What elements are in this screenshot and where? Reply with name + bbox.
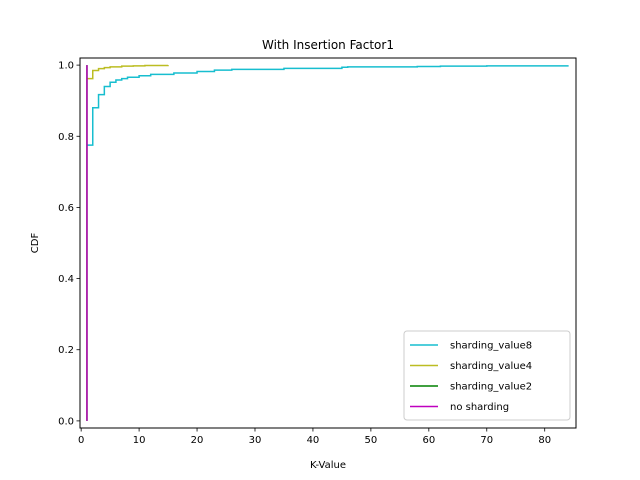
y-tick-label: 0.6 bbox=[58, 203, 74, 214]
plot-area-frame bbox=[79, 57, 577, 429]
legend-label-3: no sharding bbox=[450, 402, 509, 413]
y-axis-label: CDF bbox=[30, 233, 41, 254]
y-tick-label: 0.2 bbox=[58, 345, 74, 356]
x-tick-label: 40 bbox=[307, 435, 320, 446]
x-tick-label: 30 bbox=[249, 435, 262, 446]
x-tick-label: 10 bbox=[133, 435, 146, 446]
x-tick-label: 60 bbox=[422, 435, 435, 446]
legend: sharding_value8 sharding_value4 sharding_v… bbox=[403, 330, 571, 421]
y-tick-label: 0.8 bbox=[58, 132, 74, 143]
y-tick-label: 0.0 bbox=[58, 416, 74, 427]
legend-box bbox=[403, 330, 571, 421]
x-axis-label: K-Value bbox=[310, 460, 346, 471]
x-tick-label: 0 bbox=[78, 435, 84, 446]
y-tick-label: 1.0 bbox=[58, 61, 74, 72]
x-tick-label: 50 bbox=[365, 435, 378, 446]
chart-title: With Insertion Factor1 bbox=[262, 38, 394, 52]
x-tick-label: 70 bbox=[480, 435, 493, 446]
x-tick-label: 80 bbox=[538, 435, 551, 446]
legend-label-2: sharding_value2 bbox=[450, 382, 532, 393]
series-layer bbox=[86, 64, 569, 421]
series-line-0 bbox=[86, 65, 569, 146]
ticks-layer: 0 10 20 30 40 50 60 70 80 0.0 0.2 0.4 0.6 0.8 1.0 bbox=[58, 61, 551, 446]
x-tick-label: 20 bbox=[191, 435, 204, 446]
legend-label-0: sharding_value8 bbox=[450, 341, 532, 352]
series-line-1 bbox=[86, 64, 169, 80]
y-tick-label: 0.4 bbox=[58, 274, 74, 285]
legend-label-1: sharding_value4 bbox=[450, 361, 532, 372]
